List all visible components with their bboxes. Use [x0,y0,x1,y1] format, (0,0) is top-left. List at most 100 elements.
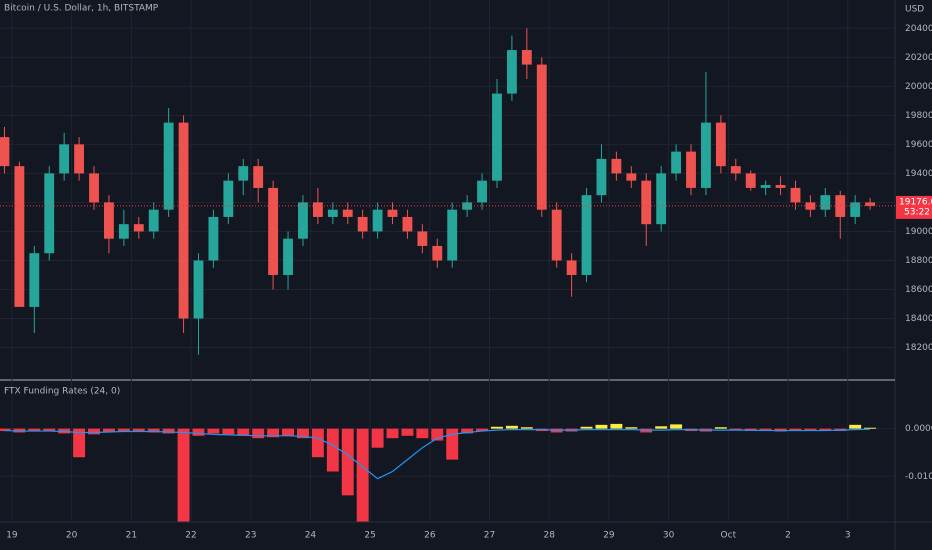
candle-body [760,185,771,188]
countdown-label: 53:22 [904,207,930,217]
candle-body [14,166,25,307]
funding-bar [461,428,474,434]
candle-body [521,50,532,65]
y-tick-label: 20200.00 [905,53,932,63]
funding-bar [28,428,41,432]
candle-body [581,195,592,275]
x-tick-label: Oct [721,531,737,541]
y-tick-label: 20400.00 [905,24,932,34]
y-tick-label: 18600.00 [905,285,932,295]
y-tick-label: 19600.00 [905,140,932,150]
funding-bar [580,426,593,429]
funding-bar [43,428,56,432]
candle-body [462,202,473,210]
funding-average-line [4,428,871,480]
funding-bar [0,428,11,432]
candle-body [477,180,487,203]
candle-body [641,180,652,225]
funding-bar [371,428,384,448]
y-tick-label: -0.01000 [905,472,932,482]
funding-bar [759,428,772,431]
candle-body [193,260,204,319]
candle-body [820,195,831,210]
funding-bar [655,426,668,429]
funding-bar [595,424,608,429]
candle-body [327,209,338,217]
funding-bar [401,428,414,436]
funding-bar [714,427,727,429]
candle-body [626,173,637,181]
candle-body [238,166,249,181]
funding-bar [446,428,459,460]
funding-bar [192,428,205,436]
grid [0,0,895,522]
candle-body [447,209,458,261]
y-tick-label: 0.00000 [905,424,932,434]
x-tick-label: 29 [603,531,615,541]
candle-body [283,238,293,275]
candle-body [163,122,174,210]
candle-body [0,137,10,167]
candle-body [701,122,711,188]
x-tick-label: 25 [364,531,375,541]
candle-body [357,216,368,232]
candle-body [44,173,55,254]
funding-bar [431,428,444,441]
x-tick-label: 22 [185,531,196,541]
funding-bar [864,427,877,429]
candle-body [492,93,502,181]
funding-bar [729,428,742,431]
y-tick-label: 19400.00 [905,169,932,179]
candle-body [387,209,398,217]
candle-body [298,202,308,239]
axis-unit: USD [905,5,924,15]
chart-title: Bitcoin / U.S. Dollar, 1h, BITSTAMP [4,4,159,14]
y-tick-label: 19000.00 [905,227,932,237]
x-tick-label: 23 [245,531,256,541]
funding-bar [73,428,86,458]
funding-bar [117,428,130,432]
indicator-title: FTX Funding Rates (24, 0) [4,387,120,397]
funding-bar [789,428,802,432]
funding-bar [625,427,638,429]
x-tick-label: 2 [785,531,791,541]
candle-body [865,202,876,206]
y-tick-label: 19800.00 [905,111,932,121]
candle-body [223,180,234,217]
funding-bar [491,426,503,429]
x-tick-label: 19 [6,531,18,541]
candle-body [59,144,70,174]
candle-body [178,122,189,319]
funding-bar [296,428,309,439]
funding-bar [207,428,220,434]
x-tick-label: 21 [126,531,137,541]
candle-body [506,50,517,94]
y-tick-label: 18800.00 [905,256,932,266]
candle-body [432,245,443,261]
candle-body [268,187,279,275]
candle-body [312,202,323,217]
candle-body [536,64,547,210]
funding-bar [177,428,190,522]
funding-bar [162,428,175,434]
candle-body [148,209,159,232]
funding-bar [326,428,339,472]
y-tick-label: 18200.00 [905,343,932,353]
funding-bar [237,428,250,436]
candle-body [104,202,114,239]
candle-body [372,209,383,232]
x-tick-label: 26 [424,531,436,541]
candle-body [566,260,577,275]
funding-bar [222,428,235,435]
funding-bar [849,424,862,429]
candle-body [656,173,667,225]
funding-bar [311,428,324,458]
candle-body [686,151,696,188]
funding-bar [267,428,280,438]
candle-body [253,166,264,188]
funding-bar [386,428,399,439]
funding-bar [670,424,683,429]
y-tick-label: 18400.00 [905,314,932,324]
funding-bar [147,428,160,433]
x-tick-label: 27 [484,531,495,541]
